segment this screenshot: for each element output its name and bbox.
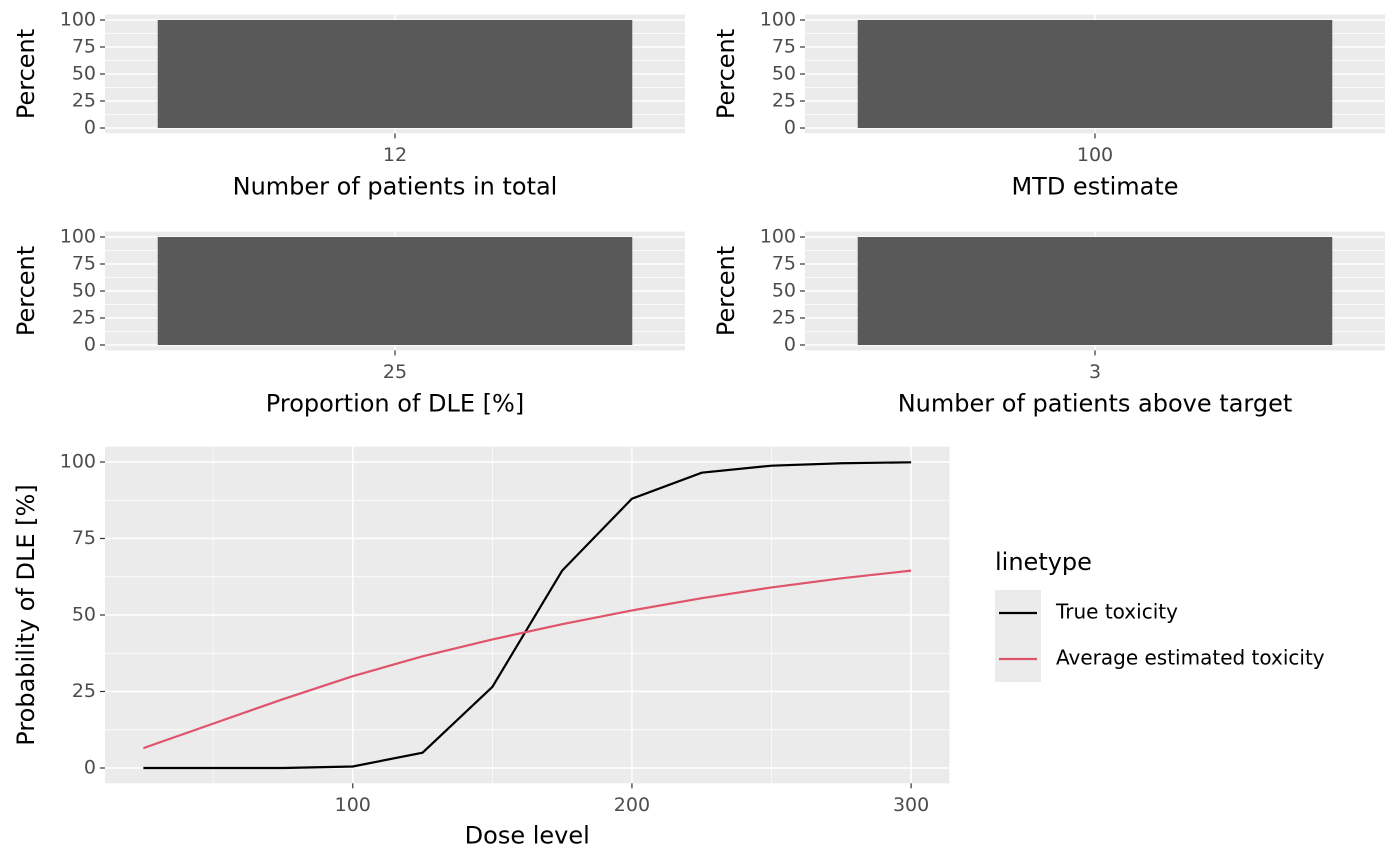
x-tick-label: 100 (1077, 144, 1113, 166)
y-tick-label: 0 (84, 117, 96, 139)
y-tick-label: 100 (60, 226, 96, 248)
x-axis-title: MTD estimate (1011, 172, 1178, 200)
y-tick-label: 0 (84, 757, 96, 779)
y-tick-label: 100 (760, 226, 796, 248)
y-tick-label: 0 (84, 334, 96, 356)
y-tick-label: 0 (784, 334, 796, 356)
legend-title: linetype (995, 548, 1092, 576)
x-axis-title: Dose level (465, 821, 590, 849)
y-tick-label: 75 (772, 36, 796, 58)
line (143, 461, 912, 770)
y-tick-label: 50 (72, 604, 96, 626)
y-tick-label: 75 (72, 253, 96, 275)
y-tick-label: 100 (60, 451, 96, 473)
x-axis-title: Number of patients above target (898, 389, 1293, 417)
y-tick-label: 25 (772, 90, 796, 112)
y-tick-label: 100 (760, 9, 796, 31)
y-tick-label: 50 (772, 280, 796, 302)
legend-label: True toxicity (1055, 600, 1178, 624)
y-tick-label: 75 (772, 253, 796, 275)
y-tick-label: 25 (72, 680, 96, 702)
x-tick-label: 12 (383, 144, 407, 166)
bar (857, 20, 1333, 128)
y-tick-label: 25 (772, 307, 796, 329)
x-tick-label: 200 (614, 794, 650, 816)
y-tick-label: 0 (784, 117, 796, 139)
x-tick-label: 100 (335, 794, 371, 816)
y-tick-label: 50 (72, 63, 96, 85)
x-tick-label: 300 (893, 794, 929, 816)
y-axis-title: Probability of DLE [%] (12, 484, 40, 745)
y-axis-title: Percent (12, 246, 40, 336)
y-tick-label: 50 (772, 63, 796, 85)
y-tick-label: 100 (60, 9, 96, 31)
x-tick-label: 25 (383, 361, 407, 383)
bar (857, 237, 1333, 345)
x-axis-title: Number of patients in total (233, 172, 558, 200)
bar (157, 20, 633, 128)
x-tick-label: 3 (1089, 361, 1101, 383)
y-tick-label: 25 (72, 90, 96, 112)
y-axis-title: Percent (712, 246, 740, 336)
x-axis-title: Proportion of DLE [%] (266, 389, 524, 417)
y-axis-title: Percent (712, 29, 740, 119)
line (143, 569, 912, 750)
y-tick-label: 75 (72, 36, 96, 58)
y-tick-label: 50 (72, 280, 96, 302)
bar (157, 237, 633, 345)
legend-label: Average estimated toxicity (1056, 646, 1325, 670)
y-axis-title: Percent (12, 29, 40, 119)
y-tick-label: 75 (72, 527, 96, 549)
y-tick-label: 25 (72, 307, 96, 329)
